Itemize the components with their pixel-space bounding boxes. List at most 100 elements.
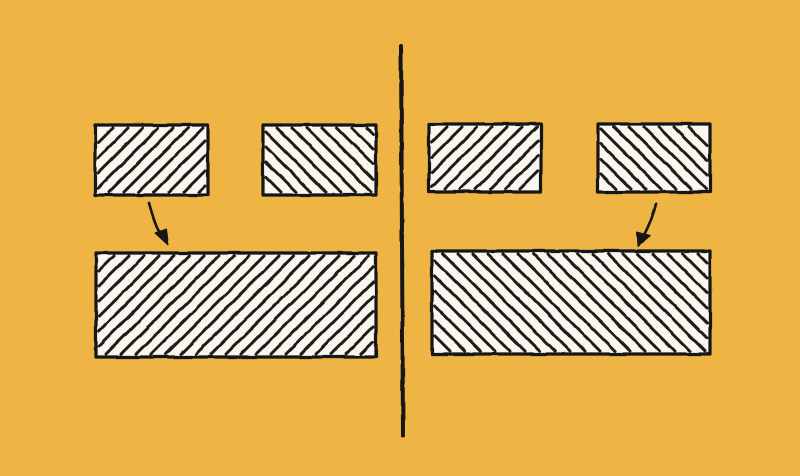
hatch-line bbox=[657, 125, 709, 177]
left-top-left-box-hatch bbox=[96, 126, 207, 194]
hatch-line bbox=[546, 252, 647, 353]
hatch-line bbox=[365, 126, 375, 136]
hatch-line bbox=[264, 130, 328, 194]
hatch-line bbox=[335, 126, 375, 166]
hatch-line bbox=[97, 254, 161, 318]
hatch-line bbox=[501, 252, 602, 353]
hatch-line bbox=[197, 184, 207, 194]
hatch-line bbox=[612, 125, 678, 191]
hatch-line bbox=[516, 252, 617, 353]
hatch-line bbox=[152, 139, 207, 194]
hatch-line bbox=[433, 319, 467, 353]
right-top-right-box-hatch bbox=[599, 125, 709, 191]
hatch-line bbox=[96, 126, 115, 145]
hatch-line bbox=[194, 254, 296, 356]
hatch-line bbox=[433, 259, 527, 353]
left-arrow bbox=[147, 201, 169, 246]
hatch-line bbox=[599, 157, 633, 191]
hatch-line bbox=[137, 126, 205, 194]
hatch-line bbox=[96, 126, 145, 175]
hatch-line bbox=[681, 252, 709, 280]
hatch-line bbox=[164, 254, 266, 356]
hatch-line bbox=[518, 169, 540, 191]
hatch-line bbox=[441, 252, 542, 353]
hatch-line bbox=[97, 254, 146, 303]
right-bottom-box-hatch bbox=[433, 252, 709, 353]
hatch-line bbox=[672, 125, 709, 162]
left-top-right-box bbox=[261, 123, 378, 197]
hatch-line bbox=[627, 125, 693, 191]
hatch-line bbox=[696, 252, 709, 265]
hatch-line bbox=[599, 127, 663, 191]
hatch-line bbox=[344, 325, 375, 356]
hatch-line bbox=[209, 254, 311, 356]
hatch-line bbox=[254, 254, 356, 356]
hatch-line bbox=[239, 254, 341, 356]
hatch-line bbox=[149, 254, 251, 356]
right-bottom-box bbox=[430, 249, 712, 356]
center-divider-line bbox=[399, 44, 405, 438]
right-arrow bbox=[636, 202, 658, 247]
right-top-left-box-hatch bbox=[430, 125, 540, 191]
hatch-line bbox=[359, 340, 375, 356]
hatch-line bbox=[107, 126, 175, 194]
hatch-line bbox=[591, 252, 692, 353]
hatch-line bbox=[314, 295, 375, 356]
hatch-line bbox=[182, 169, 207, 194]
hatch-line bbox=[430, 125, 494, 189]
hatch-line bbox=[473, 125, 539, 191]
hatch-line bbox=[458, 125, 524, 191]
hatch-line bbox=[290, 126, 358, 194]
right-top-left-box bbox=[427, 122, 543, 194]
right-top-right-box bbox=[596, 122, 712, 194]
hatch-line bbox=[503, 154, 540, 191]
hatch-line bbox=[320, 126, 375, 181]
left-top-right-box-hatch bbox=[264, 126, 375, 194]
hatch-line bbox=[299, 280, 375, 356]
hatch-line bbox=[97, 254, 191, 348]
hatch-line bbox=[275, 126, 343, 194]
hatch-line bbox=[636, 252, 709, 325]
hatch-line bbox=[264, 160, 298, 194]
hatch-line bbox=[305, 126, 373, 194]
hatch-line bbox=[119, 254, 221, 356]
left-top-left-box bbox=[93, 123, 210, 197]
hatch-line bbox=[97, 254, 131, 288]
hatch-line bbox=[134, 254, 236, 356]
hatch-line bbox=[96, 126, 160, 190]
hatch-line bbox=[687, 125, 709, 147]
hatch-line bbox=[456, 252, 557, 353]
hatch-line bbox=[264, 145, 313, 194]
hatch-line bbox=[621, 252, 709, 340]
hatch-line bbox=[430, 125, 449, 144]
hatch-line bbox=[122, 126, 190, 194]
hatch-line bbox=[606, 252, 707, 353]
hatch-line bbox=[350, 126, 375, 151]
hatch-line bbox=[531, 252, 632, 353]
right-panel bbox=[427, 122, 712, 356]
hatch-line bbox=[284, 265, 375, 356]
hatch-line bbox=[443, 125, 509, 191]
hatch-line bbox=[651, 252, 709, 310]
hatch-line bbox=[104, 254, 206, 356]
hatch-line bbox=[96, 126, 130, 160]
hatch-line bbox=[224, 254, 326, 356]
hatch-line bbox=[430, 125, 464, 159]
hatch-line bbox=[433, 304, 482, 353]
hatch-line bbox=[471, 252, 572, 353]
hatch-line bbox=[97, 254, 176, 333]
hatch-line bbox=[599, 172, 618, 191]
hatch-line bbox=[430, 125, 479, 174]
left-bottom-box bbox=[94, 251, 378, 359]
hatch-line bbox=[433, 274, 512, 353]
hatch-line bbox=[488, 139, 540, 191]
hatch-line bbox=[642, 125, 708, 191]
hatch-line bbox=[433, 289, 497, 353]
hatch-line bbox=[264, 175, 283, 194]
hatch-line bbox=[433, 334, 452, 353]
left-bottom-box-hatch bbox=[97, 254, 375, 356]
hatch-line bbox=[576, 252, 677, 353]
hatch-line bbox=[599, 142, 648, 191]
hatch-line bbox=[486, 252, 587, 353]
